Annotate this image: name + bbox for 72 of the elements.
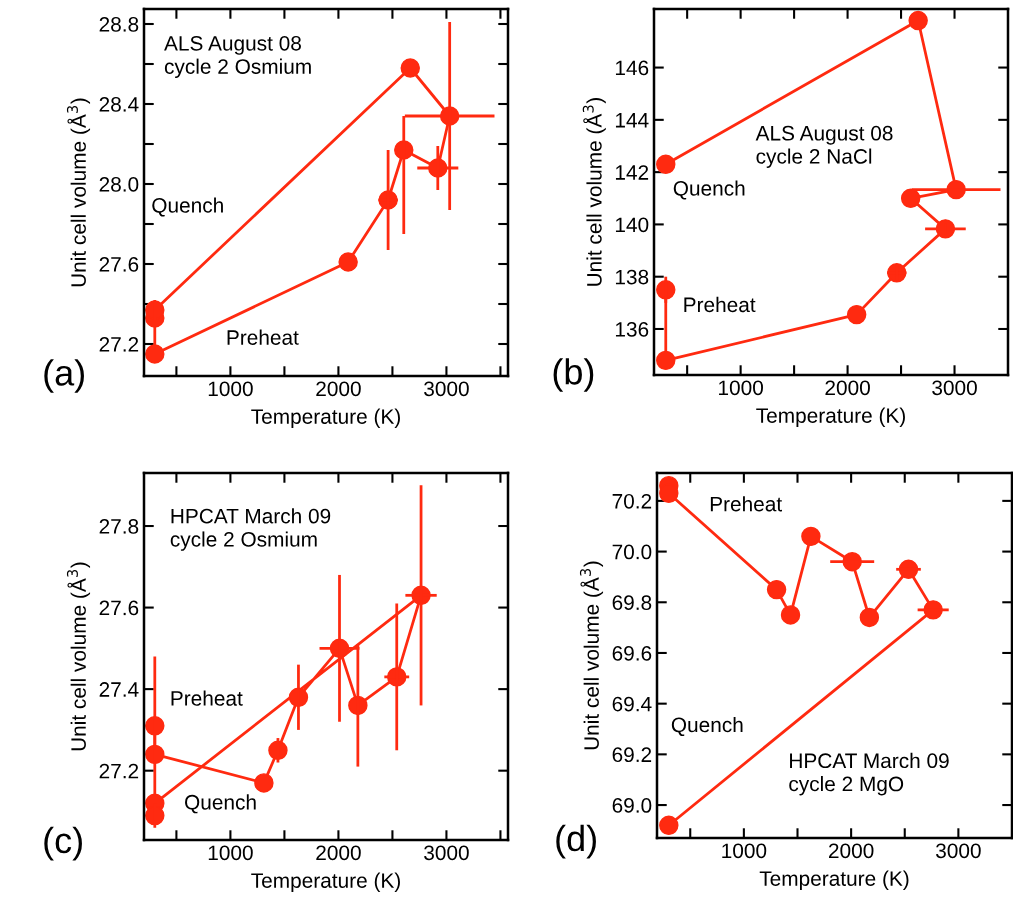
x-axis-title: Temperature (K): [251, 408, 400, 429]
y-tick-label: 27.6: [99, 257, 139, 272]
text: (b): [553, 358, 594, 392]
x-axis-title: Temperature (K): [759, 870, 909, 891]
annotation: Quench: [185, 794, 256, 814]
x-axis-title: Temperature (K): [251, 872, 400, 893]
point: [656, 154, 676, 175]
annotation: Preheat: [684, 296, 756, 313]
y-tick-label: 69.4: [612, 696, 652, 712]
annotation: Preheat: [710, 496, 782, 512]
y-tick-label: 28.0: [99, 177, 139, 192]
x-tick-label: 2000: [825, 380, 870, 396]
y-axis-title: Unit cell volume (Å$^{3}$): [66, 98, 91, 287]
annotation: HPCAT March 09 cycle 2 MgO: [789, 752, 949, 796]
y-tick-label: 28.4: [99, 97, 139, 112]
y-axis-title: Unit cell volume (Å$^{3}$): [66, 562, 91, 751]
point: [846, 304, 867, 325]
x-tick-label: 2000: [316, 381, 361, 397]
point: [145, 344, 165, 364]
point: [780, 605, 801, 625]
point: [254, 773, 274, 793]
y-tick-label: 140: [615, 217, 649, 233]
x-tick-label: 2000: [316, 845, 361, 861]
x-tick-label: 3000: [424, 381, 469, 397]
y-tick-label: 144: [615, 113, 649, 128]
x-tick-label: 2000: [829, 843, 874, 859]
annotation: Quench: [671, 716, 743, 736]
point: [659, 815, 679, 836]
point: [801, 526, 821, 547]
x-tick-label: 1000: [208, 381, 253, 397]
text: (d): [556, 824, 596, 859]
point: [766, 579, 787, 600]
point: [338, 252, 358, 272]
annotation: HPCAT March 09 cycle 2 Osmium: [170, 508, 331, 551]
x-axis-title: Temperature (K): [756, 407, 905, 428]
y-tick-label: 70.2: [612, 493, 652, 509]
annotation: Preheat: [171, 690, 243, 706]
y-tick-label: 69.0: [612, 798, 652, 813]
y-tick-label: 69.6: [612, 645, 652, 661]
text: (c): [44, 826, 82, 861]
y-tick-label: 27.2: [99, 763, 139, 779]
y-tick-label: 28.8: [99, 17, 139, 32]
point: [900, 188, 921, 208]
x-tick-label: 1000: [719, 380, 763, 396]
text: (a): [44, 359, 84, 393]
annotation: Preheat: [227, 329, 299, 345]
y-tick-label: 138: [615, 269, 649, 285]
y-axis-title: Unit cell volume (Å$^{3}$): [579, 561, 604, 750]
point: [859, 607, 880, 628]
annotation: ALS August 08 cycle 2 Osmium: [164, 35, 311, 79]
y-tick-label: 142: [615, 165, 649, 180]
annotation: Quench: [673, 180, 745, 200]
y-tick-label: 27.2: [99, 337, 139, 352]
x-tick-label: 3000: [936, 843, 981, 859]
y-tick-label: 69.8: [612, 595, 652, 611]
x-tick-label: 1000: [208, 845, 253, 861]
x-tick-label: 3000: [932, 380, 977, 396]
point: [908, 10, 928, 31]
y-tick-label: 146: [615, 60, 649, 76]
y-tick-label: 27.6: [99, 600, 139, 616]
point: [656, 350, 676, 371]
y-tick-label: 69.2: [612, 747, 652, 763]
y-tick-label: 27.4: [99, 682, 139, 697]
annotation: Quench: [152, 197, 223, 217]
y-tick-label: 136: [615, 321, 649, 337]
x-tick-label: 3000: [424, 845, 469, 861]
point: [400, 58, 420, 78]
annotation: ALS August 08 cycle 2 NaCl: [755, 125, 893, 168]
y-tick-label: 70.0: [612, 544, 652, 560]
y-tick-label: 27.8: [99, 519, 139, 534]
y-axis-title: Unit cell volume (Å$^{3}$): [582, 98, 606, 286]
x-tick-label: 1000: [722, 843, 767, 859]
